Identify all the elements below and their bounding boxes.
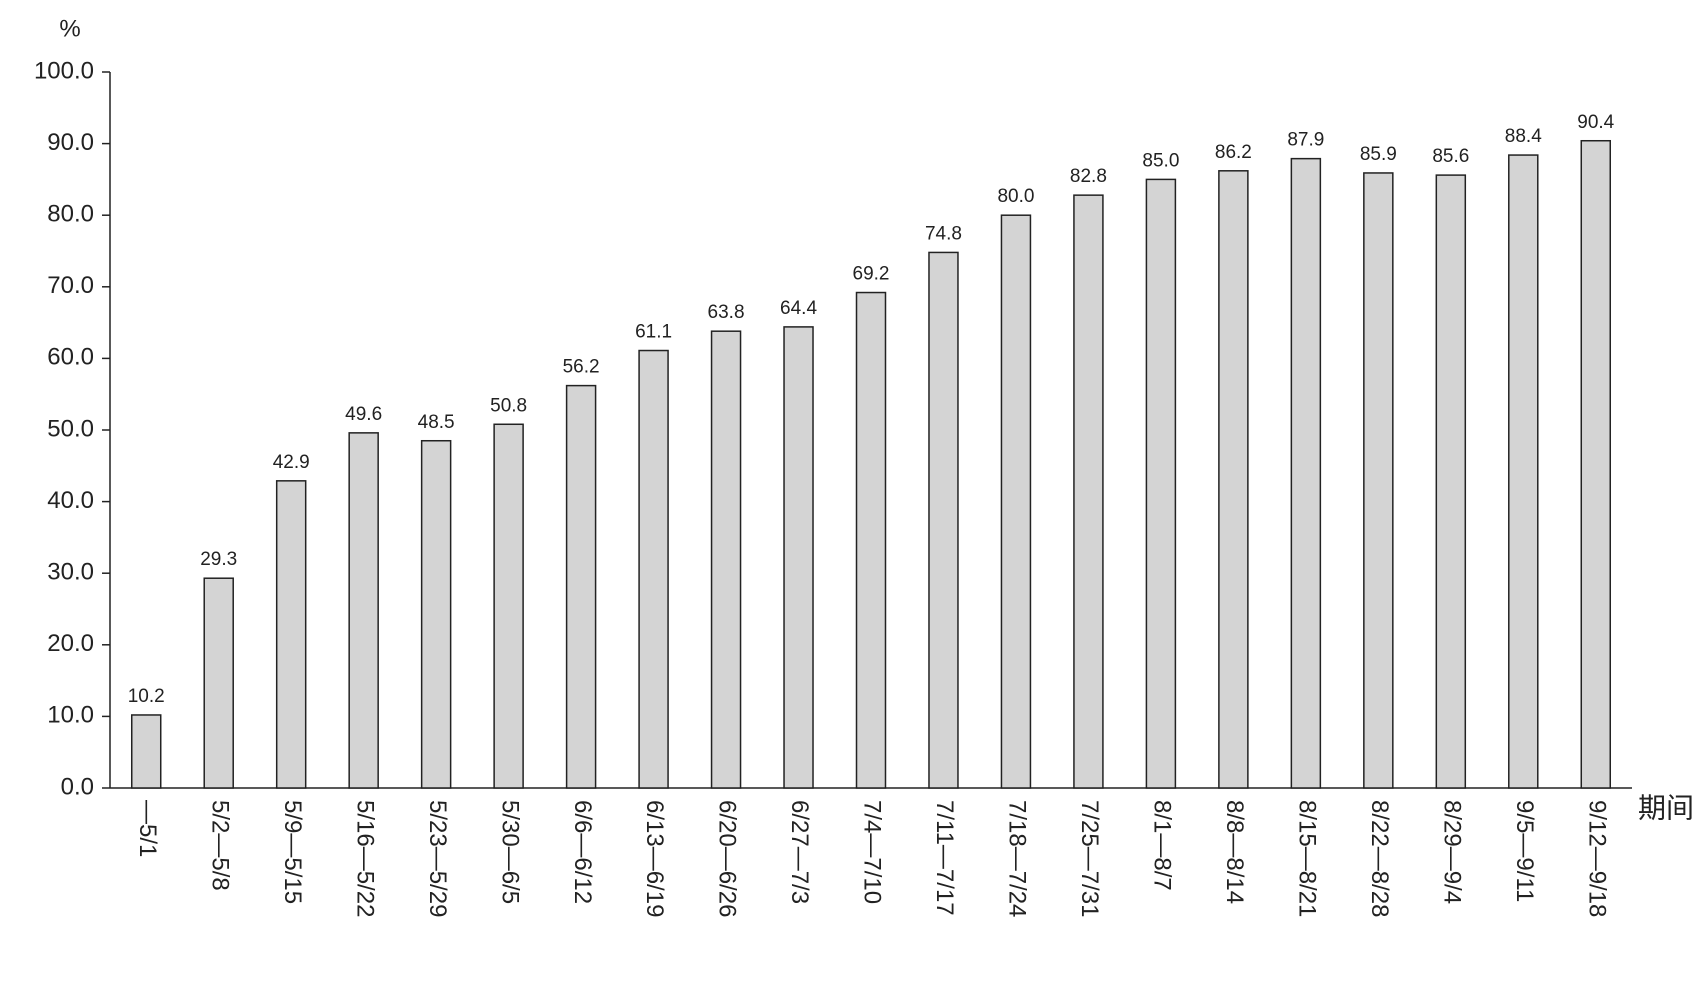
bar <box>1363 172 1394 789</box>
x-tick-label: 6/27—7/3 <box>786 800 813 904</box>
bar <box>855 291 887 789</box>
x-tick-label: 8/22—8/28 <box>1366 800 1393 917</box>
bar <box>348 432 379 789</box>
data-label: 85.0 <box>1142 150 1179 171</box>
data-label: 63.8 <box>708 302 745 323</box>
data-label: 87.9 <box>1287 130 1324 151</box>
y-tick-label: 70.0 <box>47 272 94 299</box>
y-tick-label: 30.0 <box>47 559 94 586</box>
bar <box>1145 178 1177 789</box>
x-axis-label: 期间 <box>1638 792 1694 823</box>
x-tick-label: 7/11—7/17 <box>931 800 958 916</box>
bar <box>1073 194 1104 789</box>
data-label: 42.9 <box>273 452 310 473</box>
x-tick-label: —5/1 <box>134 800 161 857</box>
bar <box>1508 154 1539 789</box>
x-tick-label: 8/29—9/4 <box>1438 800 1465 904</box>
bar <box>203 577 234 789</box>
x-tick-label: 8/1—8/7 <box>1149 800 1176 891</box>
x-tick-label: 9/12—9/18 <box>1583 800 1610 917</box>
bar <box>710 330 742 789</box>
x-tick-label: 6/13—6/19 <box>641 800 668 917</box>
x-tick-label: 6/20—6/26 <box>714 800 741 917</box>
data-label: 85.9 <box>1360 144 1397 165</box>
y-tick-label: 20.0 <box>47 630 94 657</box>
bar <box>1435 174 1467 789</box>
x-tick-label: 7/4—7/10 <box>859 800 886 904</box>
data-label: 61.1 <box>635 322 672 343</box>
y-tick-label: 50.0 <box>47 415 94 442</box>
bar <box>1290 157 1322 789</box>
bar <box>275 480 307 789</box>
x-tick-label: 8/8—8/14 <box>1221 800 1248 904</box>
data-label: 29.3 <box>200 549 237 570</box>
bar <box>783 326 814 789</box>
data-label: 80.0 <box>997 186 1034 207</box>
bar <box>638 349 669 789</box>
data-label: 86.2 <box>1215 142 1252 163</box>
data-label: 69.2 <box>853 264 890 285</box>
x-tick-label: 5/2—5/8 <box>206 800 233 891</box>
y-tick-label: 10.0 <box>47 702 94 729</box>
x-tick-label: 5/30—6/5 <box>496 800 523 904</box>
bar <box>130 714 162 789</box>
x-tick-label: 7/25—7/31 <box>1076 800 1103 917</box>
bar <box>493 423 524 789</box>
x-tick-label: 8/15—8/21 <box>1294 800 1321 917</box>
y-tick-label: 90.0 <box>47 129 94 156</box>
x-tick-label: 6/6—6/12 <box>569 800 596 904</box>
x-tick-label: 5/16—5/22 <box>351 800 378 917</box>
x-tick-label: 9/5—9/11 <box>1511 800 1538 902</box>
data-label: 56.2 <box>563 357 600 378</box>
data-label: 10.2 <box>128 686 165 707</box>
data-label: 49.6 <box>345 404 382 425</box>
x-tick-label: 5/23—5/29 <box>424 800 451 917</box>
bar <box>1580 139 1612 789</box>
data-label: 90.4 <box>1577 112 1614 133</box>
data-label: 50.8 <box>490 395 527 416</box>
y-tick-label: 0.0 <box>61 773 94 800</box>
data-label: 85.6 <box>1432 146 1469 167</box>
y-tick-label: 100.0 <box>34 57 94 84</box>
data-label: 64.4 <box>780 298 817 319</box>
x-tick-label: 5/9—5/15 <box>279 800 306 904</box>
data-label: 88.4 <box>1505 126 1542 147</box>
bar <box>928 251 959 789</box>
y-tick-label: 80.0 <box>47 201 94 228</box>
y-axis-label: % <box>59 15 80 42</box>
y-tick-label: 40.0 <box>47 487 94 514</box>
y-tick-label: 60.0 <box>47 344 94 371</box>
data-label: 82.8 <box>1070 166 1107 187</box>
x-tick-label: 7/18—7/24 <box>1004 800 1031 917</box>
data-label: 74.8 <box>925 223 962 244</box>
data-label: 48.5 <box>418 412 455 433</box>
bar <box>1000 214 1032 789</box>
bar <box>1218 170 1249 789</box>
bar <box>565 384 597 789</box>
bar <box>420 439 452 789</box>
